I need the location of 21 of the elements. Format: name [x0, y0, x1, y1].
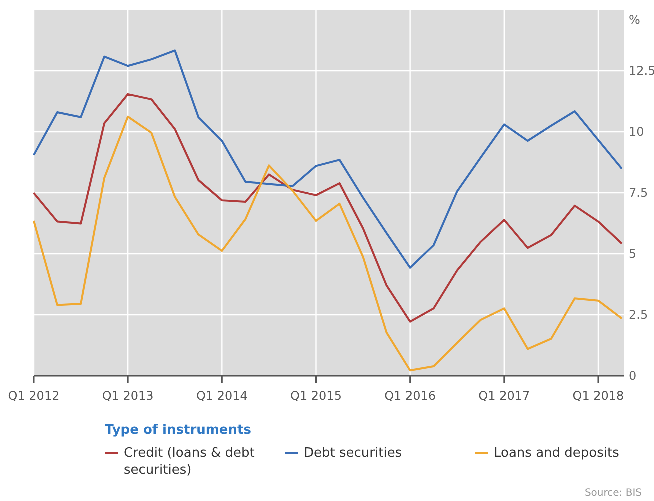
legend-label: Credit (loans & debt securities) — [124, 446, 255, 478]
source-note: Source: BIS — [584, 488, 642, 499]
y-axis-title: % — [629, 13, 640, 27]
y-tick-label: 10 — [629, 125, 644, 139]
x-tick-label: Q1 2017 — [478, 389, 530, 403]
y-tick-label: 7.5 — [629, 186, 648, 200]
x-tick-label: Q1 2014 — [196, 389, 248, 403]
line-series — [33, 116, 623, 372]
line-series — [33, 93, 623, 323]
legend-label: Loans and deposits — [494, 446, 620, 461]
x-tick-label: Q1 2018 — [572, 389, 624, 403]
y-tick-label: 5 — [629, 247, 637, 261]
legend-title: Type of instruments — [105, 423, 252, 438]
y-tick-label: 0 — [629, 369, 637, 383]
legend-label: Debt securities — [304, 446, 402, 461]
x-tick-label: Q1 2013 — [102, 389, 154, 403]
y-tick-label: 2.5 — [629, 308, 648, 322]
x-tick-label: Q1 2015 — [290, 389, 342, 403]
line-series — [33, 50, 623, 269]
x-tick-label: Q1 2016 — [384, 389, 436, 403]
x-tick-label: Q1 2012 — [8, 389, 60, 403]
